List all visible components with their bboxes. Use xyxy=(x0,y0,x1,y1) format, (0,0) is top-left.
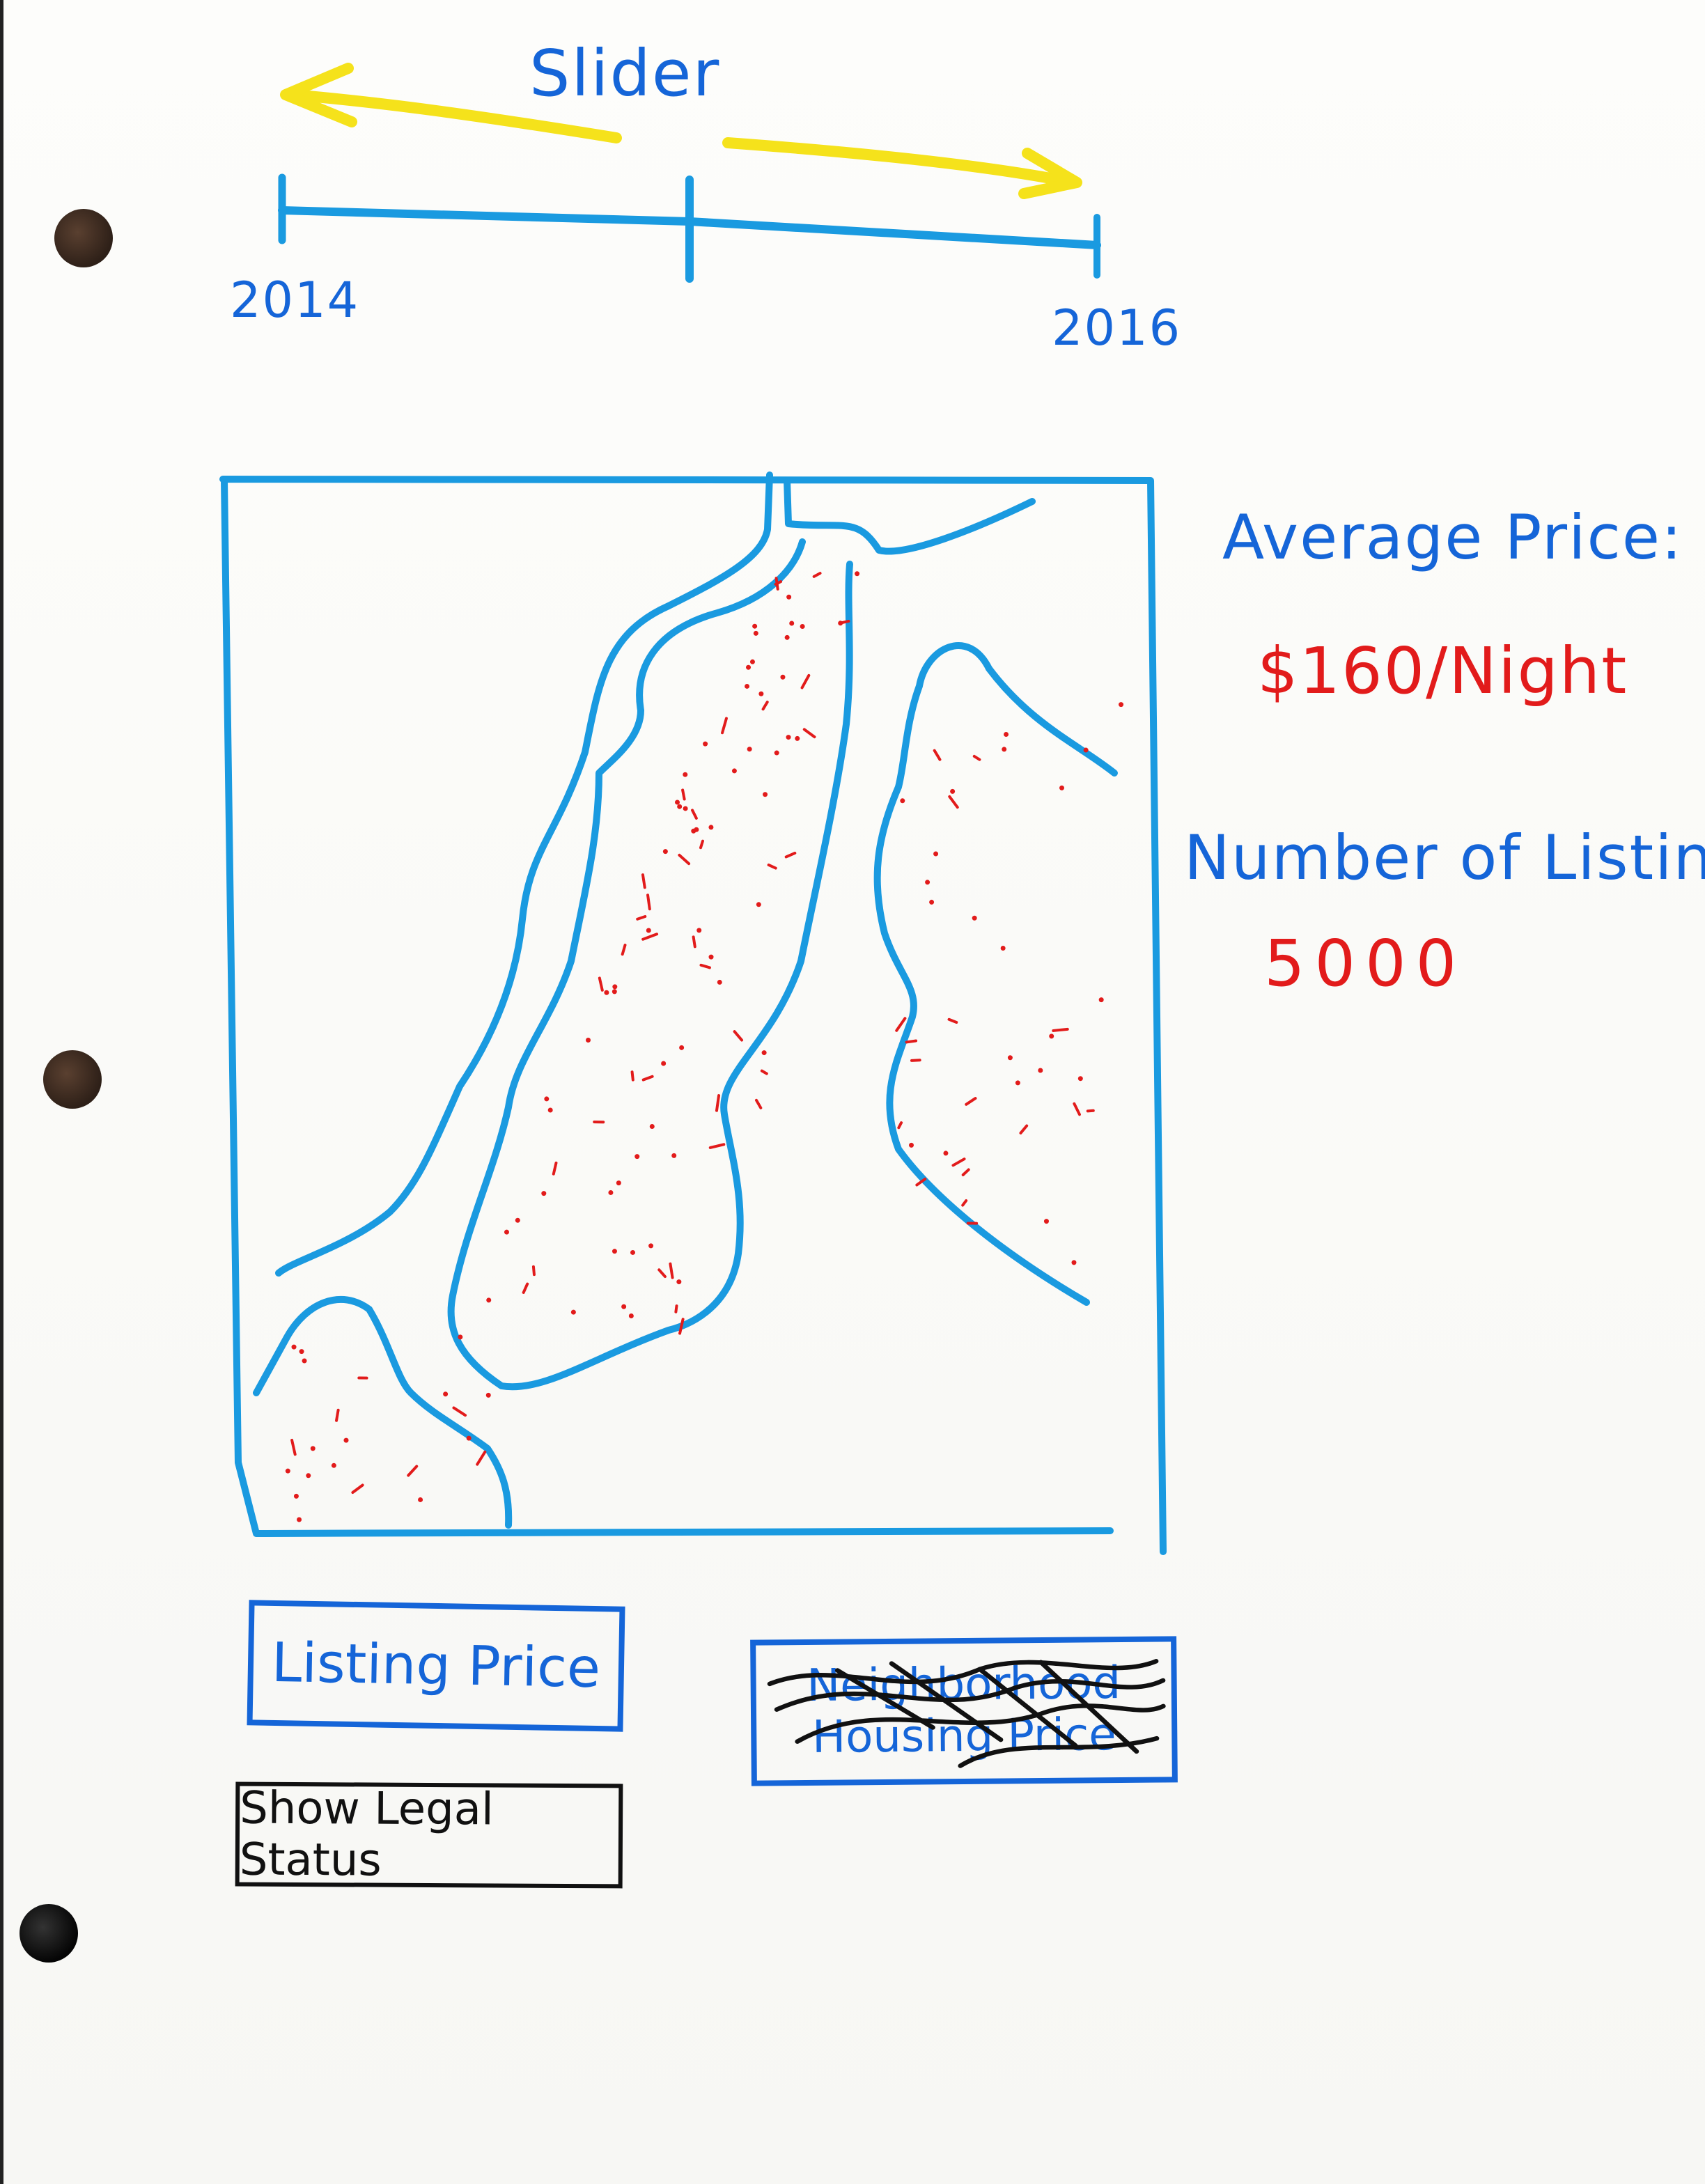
average-price-value: $160/Night xyxy=(1257,634,1628,708)
neighborhood-housing-price-button[interactable]: Neighborhood Housing Price xyxy=(750,1636,1178,1786)
slider-arrow-right-head xyxy=(1018,148,1082,199)
paper-edge xyxy=(0,0,3,2184)
slider-arrow-right xyxy=(722,137,1078,188)
binder-hole-top xyxy=(54,209,113,267)
binder-hole-middle xyxy=(43,1050,102,1109)
slider-start-label: 2014 xyxy=(230,272,360,329)
listings-count-value: 5000 xyxy=(1264,926,1467,1001)
listing-price-button-label: Listing Price xyxy=(271,1631,601,1701)
slider-end-label: 2016 xyxy=(1052,299,1182,357)
binder-hole-bottom xyxy=(20,1904,78,1963)
show-legal-status-label: Show Legal Status xyxy=(239,1782,494,1887)
neighborhood-button-label-line1: Neighborhood xyxy=(807,1658,1121,1713)
neighborhood-button-label-line2: Housing Price xyxy=(811,1709,1116,1763)
year-slider[interactable] xyxy=(0,0,1705,418)
show-legal-status-button[interactable]: Show Legal Status xyxy=(235,1781,623,1889)
listings-count-label: Number of Listings: xyxy=(1184,822,1705,894)
slider-arrow-left xyxy=(287,89,622,143)
slider-title: Slider xyxy=(529,36,721,111)
listing-price-button[interactable]: Listing Price xyxy=(247,1600,625,1732)
average-price-label: Average Price: xyxy=(1222,501,1683,573)
slider-arrow-left-head xyxy=(280,63,357,127)
